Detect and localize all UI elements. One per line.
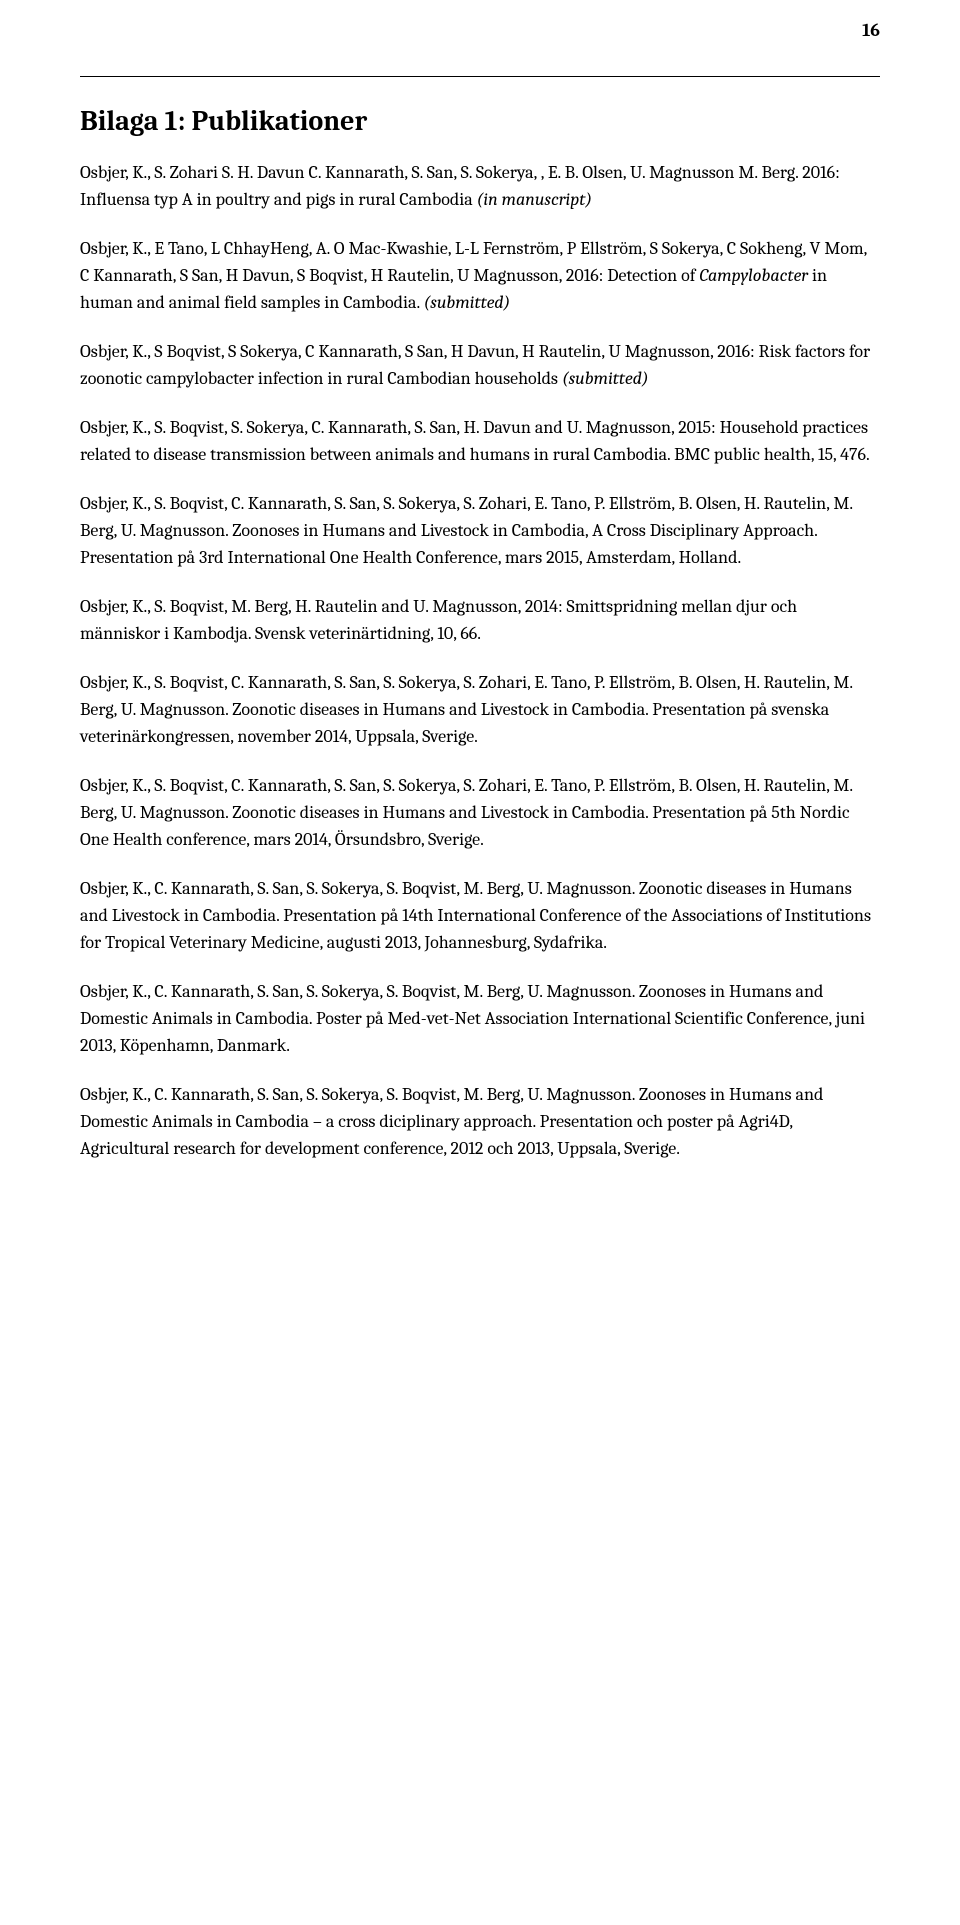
publication-item: Osbjer, K., C. Kannarath, S. San, S. Sok… — [80, 978, 880, 1059]
publication-item: Osbjer, K., S. Boqvist, C. Kannarath, S.… — [80, 772, 880, 853]
pub-text: Osbjer, K., C. Kannarath, S. San, S. Sok… — [80, 981, 865, 1056]
publication-item: Osbjer, K., C. Kannarath, S. San, S. Sok… — [80, 875, 880, 956]
pub-italic: Campylobacter — [699, 265, 808, 286]
pub-text: Osbjer, K., S Boqvist, S Sokerya, C Kann… — [80, 341, 870, 389]
pub-text: Osbjer, K., S. Zohari S. H. Davun C. Kan… — [80, 162, 840, 210]
pub-italic: (in manuscript) — [477, 189, 592, 210]
pub-text: Osbjer, K., S. Boqvist, C. Kannarath, S.… — [80, 672, 852, 747]
publication-item: Osbjer, K., E Tano, L ChhayHeng, A. O Ma… — [80, 235, 880, 316]
page-number: 16 — [862, 20, 880, 41]
pub-italic: (submitted) — [424, 292, 511, 313]
horizontal-rule — [80, 76, 880, 77]
pub-text: Osbjer, K., S. Boqvist, M. Berg, H. Raut… — [80, 596, 797, 644]
pub-text: Osbjer, K., C. Kannarath, S. San, S. Sok… — [80, 1084, 823, 1159]
pub-text: Osbjer, K., S. Boqvist, C. Kannarath, S.… — [80, 775, 852, 850]
publication-item: Osbjer, K., S. Boqvist, S. Sokerya, C. K… — [80, 414, 880, 468]
publication-item: Osbjer, K., S. Zohari S. H. Davun C. Kan… — [80, 159, 880, 213]
page-title: Bilaga 1: Publikationer — [80, 105, 880, 137]
publication-item: Osbjer, K., C. Kannarath, S. San, S. Sok… — [80, 1081, 880, 1162]
page-container: 16 Bilaga 1: Publikationer Osbjer, K., S… — [0, 0, 960, 1244]
publication-item: Osbjer, K., S. Boqvist, M. Berg, H. Raut… — [80, 593, 880, 647]
publication-item: Osbjer, K., S. Boqvist, C. Kannarath, S.… — [80, 669, 880, 750]
publication-item: Osbjer, K., S. Boqvist, C. Kannarath, S.… — [80, 490, 880, 571]
publication-item: Osbjer, K., S Boqvist, S Sokerya, C Kann… — [80, 338, 880, 392]
pub-italic: (submitted) — [562, 368, 649, 389]
pub-text: Osbjer, K., C. Kannarath, S. San, S. Sok… — [80, 878, 871, 953]
pub-text: Osbjer, K., S. Boqvist, S. Sokerya, C. K… — [80, 417, 870, 465]
pub-text: Osbjer, K., S. Boqvist, C. Kannarath, S.… — [80, 493, 852, 568]
